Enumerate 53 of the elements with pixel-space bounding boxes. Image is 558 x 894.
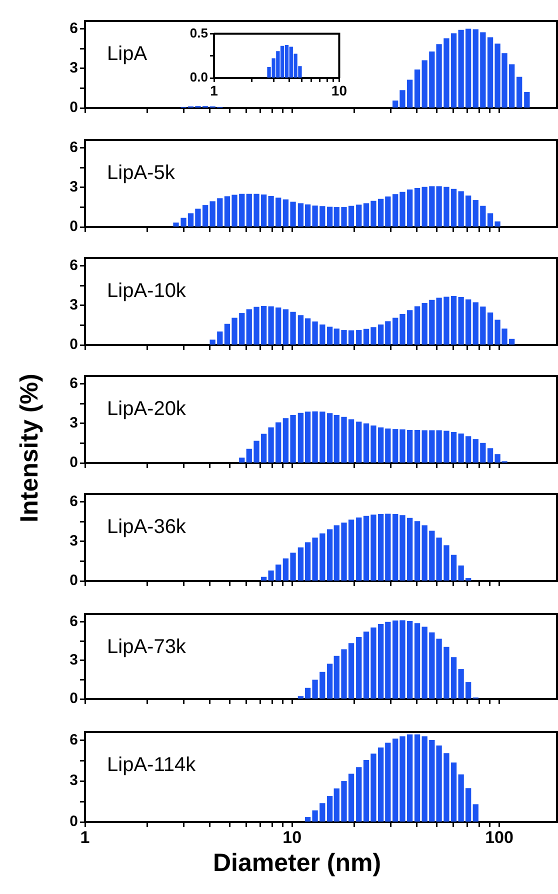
text: LipA-114k xyxy=(107,754,197,776)
y-tick-label: 3 xyxy=(70,296,78,314)
y-tick-label: 0.5 xyxy=(190,25,208,40)
bar xyxy=(472,804,478,822)
text: LipA-73k xyxy=(107,636,187,658)
text: LipA-36k xyxy=(107,516,187,538)
x-tick-label: 10 xyxy=(331,82,348,98)
text: LipA xyxy=(107,43,148,65)
y-tick-label: 3 xyxy=(70,532,78,550)
bar xyxy=(414,306,420,345)
x-axis-title: Diameter (nm) xyxy=(212,849,382,878)
y-tick-label: 3 xyxy=(70,772,78,790)
bar xyxy=(414,430,420,463)
bar xyxy=(280,46,284,78)
bar xyxy=(414,623,420,699)
y-tick-label: 3 xyxy=(70,60,78,77)
y-tick-label: 0 xyxy=(70,813,78,830)
y-tick-label: 0 xyxy=(70,690,78,708)
y-tick-label: 6 xyxy=(70,731,78,748)
bar xyxy=(356,767,362,822)
y-tick-label: 0.0 xyxy=(190,70,208,85)
y-tick-label: 0 xyxy=(70,218,78,236)
y-tick-label: 6 xyxy=(70,20,78,38)
y-tick-label: 3 xyxy=(70,652,78,669)
y-tick-label: 0 xyxy=(70,572,78,590)
x-tick-label: 100 xyxy=(485,828,514,847)
bar xyxy=(414,521,420,581)
bar xyxy=(356,330,362,345)
bar xyxy=(356,422,362,463)
y-tick-label: 6 xyxy=(70,612,78,630)
y-tick-label: 6 xyxy=(70,375,78,392)
x-tick-label: 1 xyxy=(210,82,218,98)
text: LipA-10k xyxy=(107,280,187,302)
y-tick-label: 0 xyxy=(70,336,78,354)
y-tick-label: 0 xyxy=(70,454,78,472)
bar xyxy=(414,188,420,227)
text: LipA-5k xyxy=(107,162,176,184)
x-tick-label: 1 xyxy=(80,828,90,847)
bar xyxy=(356,204,362,227)
y-tick-label: 6 xyxy=(70,139,78,156)
bar xyxy=(356,636,362,699)
x-tick-label: 10 xyxy=(282,828,302,847)
bar xyxy=(239,458,245,463)
y-tick-label: 6 xyxy=(70,493,78,510)
bar xyxy=(284,44,289,78)
y-tick-label: 3 xyxy=(70,178,78,196)
text: LipA-20k xyxy=(107,398,187,420)
y-tick-label: 3 xyxy=(70,414,78,432)
y-tick-label: 0 xyxy=(70,99,78,116)
bar xyxy=(356,518,362,581)
y-axis-title: Intensity (%) xyxy=(16,374,44,522)
y-tick-label: 6 xyxy=(70,257,78,274)
bar xyxy=(414,734,420,822)
